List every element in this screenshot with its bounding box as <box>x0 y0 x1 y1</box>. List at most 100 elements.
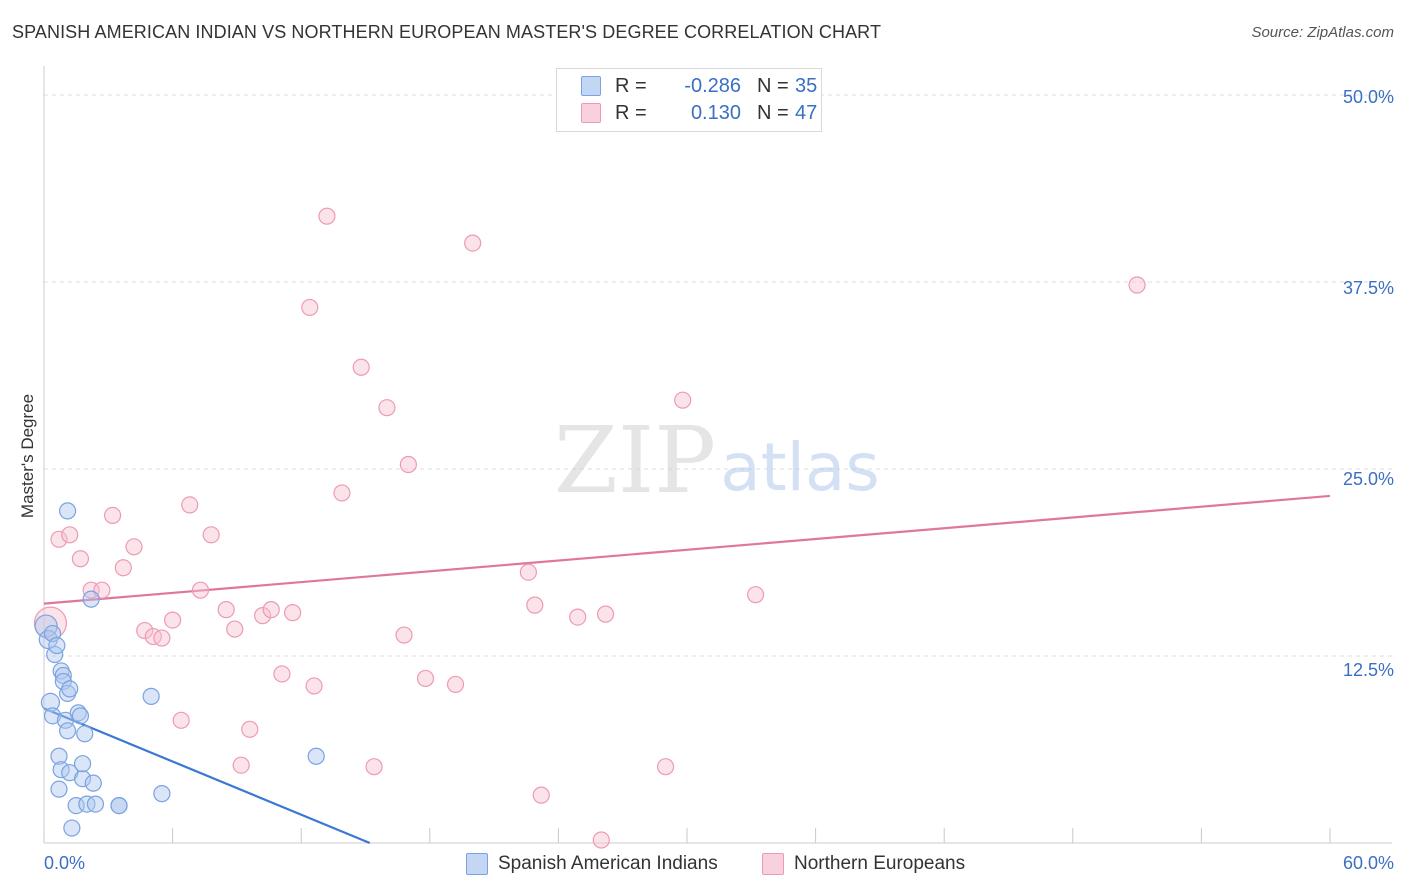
spanish-american-indians-point <box>40 692 61 712</box>
r-label: R = <box>615 102 647 124</box>
northern-europeans-point <box>241 720 259 738</box>
northern-europeans-point <box>395 626 413 644</box>
northern-europeans-point <box>526 596 544 614</box>
northern-europeans-point <box>519 563 537 581</box>
northern-europeans-point <box>254 607 272 625</box>
legend-label: Northern Europeans <box>794 853 966 874</box>
chart-title: SPANISH AMERICAN INDIAN VS NORTHERN EURO… <box>12 22 882 42</box>
y-axis-title: Master's Degree <box>18 393 37 519</box>
northern-europeans-point <box>103 506 122 524</box>
legend-label: Spanish American Indians <box>498 853 718 874</box>
northern-europeans-point <box>217 601 235 619</box>
spanish-american-indians-point <box>73 770 92 788</box>
northern-europeans-point <box>136 621 154 640</box>
northern-europeans-point <box>71 550 90 568</box>
spanish-american-indians-point <box>58 502 77 520</box>
northern-europeans-point <box>399 455 417 474</box>
x-axis-min-label: 0.0% <box>44 853 86 873</box>
northern-europeans-point <box>352 358 370 376</box>
watermark-zip: ZIP <box>554 407 716 514</box>
watermark-atlas: atlas <box>720 429 880 506</box>
blue-swatch <box>466 853 488 875</box>
n-value: 35 <box>795 75 818 97</box>
northern-europeans-point <box>365 758 383 776</box>
spanish-american-indians-point <box>58 722 77 740</box>
spanish-american-indians-point <box>142 687 160 705</box>
spanish-american-indians-point <box>58 684 77 703</box>
spanish-american-indians-point <box>110 796 128 815</box>
spanish-american-indians-point <box>71 707 90 725</box>
northern-europeans-point <box>1128 276 1146 294</box>
northern-europeans-point <box>656 758 675 776</box>
northern-europeans-point <box>446 675 465 694</box>
axes <box>43 66 1392 844</box>
spanish-american-indians-point <box>69 704 87 722</box>
northern-europeans-point <box>592 831 610 849</box>
y-tick-label-50: 50.0% <box>1342 87 1394 107</box>
northern-europeans-point <box>333 484 351 502</box>
spanish-american-indians-point <box>82 590 100 608</box>
spanish-american-indians-point <box>61 680 79 698</box>
spanish-american-indians-point <box>50 747 68 765</box>
northern-europeans-point <box>532 786 550 804</box>
y-tick-label-12-5: 12.5% <box>1342 660 1394 680</box>
northern-europeans-point <box>273 665 291 683</box>
northern-europeans-trend-line <box>43 494 1331 605</box>
spanish-american-indians-point <box>67 796 85 815</box>
grid-lines <box>44 94 1392 657</box>
northern-europeans-point <box>262 601 280 619</box>
northern-europeans-point <box>125 538 143 556</box>
blue-swatch <box>581 76 601 96</box>
pink-swatch <box>581 103 601 123</box>
y-tick-label-37-5: 37.5% <box>1342 278 1394 298</box>
n-label: N = <box>757 102 789 124</box>
spanish-american-indians-point <box>48 636 66 655</box>
northern-europeans-point <box>191 581 210 599</box>
northern-europeans-point <box>202 526 220 544</box>
spanish-american-indians-point <box>84 774 102 792</box>
northern-europeans-point <box>164 611 182 629</box>
spanish-american-indians-trend-line <box>43 707 371 845</box>
northern-europeans-point <box>569 608 587 626</box>
x-axis-max-label: 60.0% <box>1342 853 1394 873</box>
spanish-american-indians-point <box>307 747 325 765</box>
spanish-american-indians-point <box>43 707 62 725</box>
spanish-american-indians-point <box>73 755 92 773</box>
northern-europeans-point <box>305 677 323 695</box>
source-label: Source: ZipAtlas.com <box>1251 24 1394 41</box>
spanish-american-indians-point <box>86 795 105 813</box>
watermark: ZIP atlas <box>554 407 880 514</box>
spanish-american-indians-point <box>76 725 94 743</box>
northern-europeans-point <box>464 234 482 252</box>
spanish-american-indians-point <box>153 785 171 803</box>
n-label: N = <box>757 75 789 97</box>
n-value: 47 <box>795 102 818 124</box>
spanish-american-indians-point <box>63 819 81 837</box>
pink-swatch <box>762 853 784 875</box>
northern-europeans-point <box>114 559 132 577</box>
northern-europeans-point <box>144 627 162 646</box>
northern-europeans-point <box>50 530 68 548</box>
trend-lines <box>43 494 1331 845</box>
northern-europeans-point <box>153 629 171 647</box>
northern-europeans-point <box>284 604 302 622</box>
northern-europeans-point <box>172 711 190 729</box>
northern-europeans-point <box>61 526 79 544</box>
r-label: R = <box>615 75 647 97</box>
correlation-legend: R = -0.286 N = 35 R = 0.130 N = 47 <box>556 68 822 132</box>
data-points <box>33 207 1146 849</box>
northern-europeans-point <box>181 496 199 514</box>
r-value: 0.130 <box>690 102 741 124</box>
northern-europeans-point <box>596 605 615 623</box>
northern-europeans-point <box>378 399 396 417</box>
northern-europeans-point <box>318 207 336 225</box>
spanish-american-indians-point <box>52 662 70 680</box>
northern-europeans-point <box>301 298 319 317</box>
northern-europeans-point <box>33 606 68 640</box>
northern-europeans-point <box>226 620 244 638</box>
r-value: -0.286 <box>684 75 741 97</box>
northern-europeans-point <box>674 391 692 409</box>
northern-europeans-point <box>232 756 250 774</box>
y-tick-label-25: 25.0% <box>1342 469 1394 489</box>
